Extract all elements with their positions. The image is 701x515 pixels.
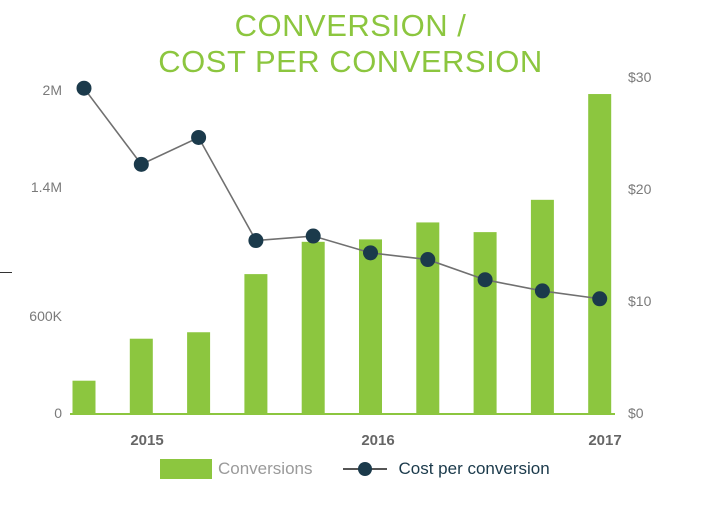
conversions-bar [72,380,96,413]
x-axis: 2015 2016 2017 [130,432,621,449]
conversions-bar [129,338,153,413]
right-axis-tick-label: $10 [628,293,652,309]
legend-swatch-conversions [160,459,212,479]
cost-point [363,245,378,261]
cost-point [592,291,608,307]
conversions-bar [530,199,554,413]
conversions-bar [359,239,382,413]
left-axis-tick-label: 2M [43,82,62,98]
left-axis-tick-label: 0 [54,405,62,421]
right-axis: $0 $10 $20 $30 [628,69,652,421]
conversions-bar [187,332,211,413]
stray-tick-mark [0,272,12,273]
chart-title-line-1: CONVERSION / [234,8,467,43]
conversions-bar [416,222,440,413]
cost-point [248,233,264,249]
cost-point [477,272,493,288]
cost-point [420,252,436,268]
cost-point [76,80,92,96]
left-axis-tick-label: 1.4M [31,179,62,195]
legend: Conversions Cost per conversion [160,456,550,482]
conversions-bar [244,274,268,413]
cost-line [83,87,600,300]
cost-point [133,156,149,172]
chart-title: CONVERSION / COST PER CONVERSION [0,8,701,80]
cost-point [305,228,321,244]
x-axis-tick-label: 2017 [588,432,621,449]
conversions-bar [588,94,612,413]
conversions-bars [72,94,612,413]
chart-title-line-2: COST PER CONVERSION [158,44,543,79]
right-axis-tick-label: $0 [628,405,644,421]
x-axis-tick-label: 2016 [361,432,394,449]
left-axis: 0 600K 1.4M 2M [29,82,62,421]
cost-point [191,129,207,145]
right-axis-tick-label: $30 [628,69,652,85]
cost-line-series [76,80,608,307]
legend-label-conversions: Conversions [218,459,313,478]
chart-plot: 0 600K 1.4M 2M $0 $10 $20 $30 2015 2016 2017 [29,69,652,449]
conversions-bar [473,232,497,413]
conversions-bar [301,241,325,413]
x-axis-tick-label: 2015 [130,432,163,449]
right-axis-tick-label: $20 [628,181,652,197]
left-axis-tick-label: 600K [29,308,62,324]
legend-label-cost: Cost per conversion [398,459,550,478]
legend-swatch-cost [342,459,387,479]
cost-point [534,283,550,299]
